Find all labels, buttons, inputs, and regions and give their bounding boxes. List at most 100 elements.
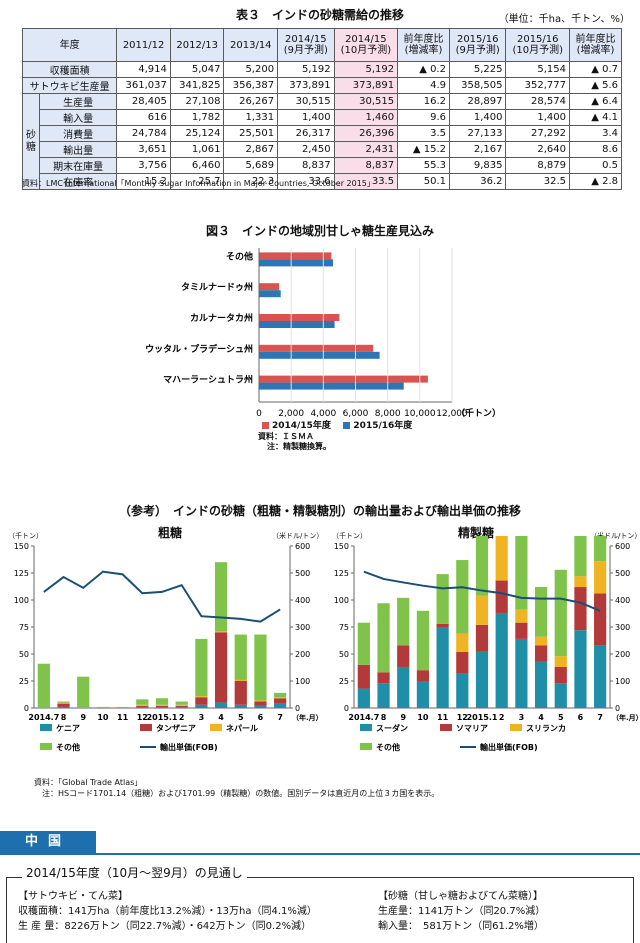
row-label: 輸入量 [38,109,118,126]
bar-segment [377,672,390,684]
bar-segment [397,666,410,708]
china-cane-production: 生 産 量：8226万トン（同22.7%減）・642万トン（同0.2%減） [18,921,312,932]
month-label: 2015.1 [147,713,178,722]
bar-segment [574,536,587,577]
china-sugar-block: 【砂糖（甘しゃ糖およびてん菜糖）】 生産量：1141万トン（同20.7%減） 輸… [378,889,545,934]
raw-right-unit: （米ドル/トン） [272,532,324,540]
right-tick-label: 600 [295,542,310,551]
month-label: 4 [218,713,224,722]
table-cell: 36.2 [448,173,507,190]
table-cell: 5,047 [169,61,225,78]
left-tick-label: 100 [14,596,29,605]
month-label: 8 [61,713,67,722]
bar-segment [594,561,607,594]
table-cell: 0.5 [569,157,622,174]
bar-2014 [259,314,340,321]
left-tick-label: 100 [334,596,349,605]
bar-segment [234,634,247,680]
table-cell: ▲ 5.6 [569,77,622,94]
left-tick-label: 150 [14,542,29,551]
raw-left-unit: （千トン） [8,532,43,540]
bar-segment [175,706,188,708]
row-label: 消費量 [38,125,118,142]
table-cell: 5,689 [223,157,279,174]
legend-2014: 2014/15年度 [262,421,331,431]
bar-segment [594,593,607,646]
china-sugar-production: 生産量：1141万トン（同20.7%減） [378,906,546,917]
bar-segment [377,603,390,673]
table-cell: 5,192 [277,61,335,78]
legend-swatch [40,724,52,731]
bar-segment [37,663,50,708]
month-label: 10 [97,713,109,722]
raw-sugar-chart: 025507510012515001002003004005006002014.… [14,542,320,752]
table-cell: 1,400 [277,109,335,126]
bar-2014 [259,252,332,260]
table-cell: 373,891 [333,77,399,94]
legend-label: ケニア [56,724,80,733]
table-cell: 16.2 [397,93,450,110]
table-cell: 2,640 [505,141,570,158]
category-label: タミルナードゥ州 [181,281,253,293]
bar-segment [136,706,149,708]
fob-price-line [43,570,281,623]
bar-segment [195,704,208,708]
bar-segment [436,623,449,627]
month-unit: （年.月） [292,713,320,722]
right-tick-label: 600 [615,542,630,551]
right-tick-label: 500 [295,569,310,578]
bar-segment [214,702,228,708]
month-label: 12 [137,713,148,722]
row-label: 収穫面積 [21,61,118,78]
right-tick-label: 100 [295,677,310,686]
bar-segment [456,673,469,708]
x-axis-unit: （千トン） [456,407,501,419]
china-cane-area: 収穫面積：141万ha（前年度比13.2%減）・13万ha（同4.1%減） [18,906,317,917]
table-cell: 9.6 [397,109,450,126]
col-header-year: 年度 [21,28,118,62]
table3-unit: （単位：千ha、千トン、%） [498,14,630,25]
left-tick-label: 75 [19,623,29,632]
refined-right-unit: （米ドル/トン） [590,532,640,540]
sugar-group-label: 砂糖 [22,93,40,190]
china-outlook-box [6,877,634,943]
legend-label: ネパール [226,723,258,733]
x-tick-label: 0 [256,409,262,419]
left-tick-label: 125 [334,569,349,578]
bar-segment [254,700,267,702]
bar-segment [116,706,129,708]
left-tick-label: 0 [24,704,29,713]
col-header: 2011/12 [116,28,171,62]
x-tick-label: 2,000 [278,409,304,419]
left-tick-label: 25 [339,677,349,686]
month-label: 3 [199,713,205,722]
month-label: 12 [457,713,468,722]
china-cane-beet-block: 【サトウキビ・てん菜】 収穫面積：141万ha（前年度比13.2%減）・13万h… [18,889,317,934]
x-tick-label: 4,000 [310,409,336,419]
table-cell: 361,037 [116,77,171,94]
table-cell: 9,835 [448,157,507,174]
bar-segment [554,569,567,657]
bar-segment [534,636,548,646]
bar-segment [357,688,370,708]
refined-left-unit: （千トン） [332,532,367,540]
legend-swatch [140,724,152,731]
table-cell: ▲ 0.2 [397,61,450,78]
left-tick-label: 125 [14,569,29,578]
bar-segment [57,701,70,703]
category-label: マハーラーシュトラ州 [163,375,253,386]
bar-segment [554,656,567,667]
bar-segment [96,706,110,708]
bar-segment [57,702,70,704]
table-cell: 5,154 [505,61,570,78]
month-label: 2015.1 [467,713,498,722]
bar-segment [234,704,247,708]
table-row: 在庫率 15.2 25.7 22.3 33.6 33.5 50.1 36.2 32.5 ▲ 2.8 [23,173,622,190]
month-label: 10 [417,713,429,722]
bar-segment [274,697,287,699]
month-label: 11 [117,713,129,722]
table-cell: 1,782 [169,109,225,126]
legend-label: 輸出単価(FOB) [160,742,218,752]
bar-segment [495,536,508,581]
x-tick-label: 10,000 [404,409,436,419]
